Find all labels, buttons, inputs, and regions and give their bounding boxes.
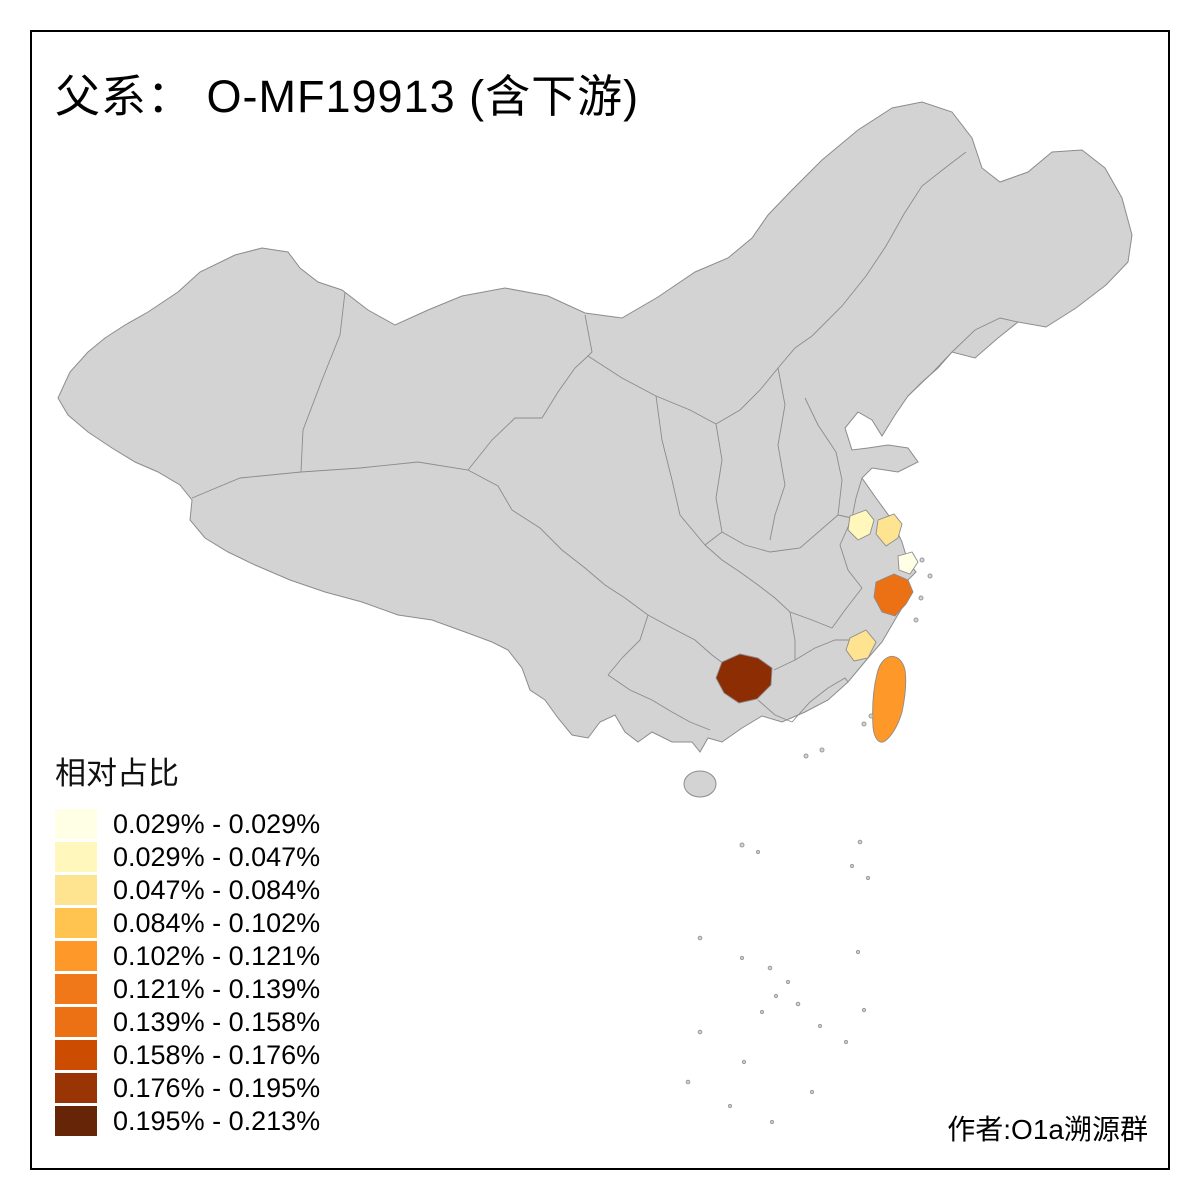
region-jiangsu-east-patch [875, 513, 903, 547]
legend-item: 0.102% - 0.121% [55, 941, 320, 971]
legend-item: 0.029% - 0.029% [55, 809, 320, 839]
legend-swatch [55, 908, 97, 938]
legend: 相对占比 0.029% - 0.029% 0.029% - 0.047% 0.0… [55, 748, 320, 1139]
legend-label: 0.084% - 0.102% [113, 907, 321, 938]
legend-item: 0.139% - 0.158% [55, 1007, 320, 1037]
legend-title: 相对占比 [55, 756, 179, 791]
legend-swatch [55, 1007, 97, 1037]
legend-label: 0.029% - 0.047% [113, 841, 321, 872]
legend-swatch [55, 974, 97, 1004]
legend-swatch [55, 842, 97, 872]
legend-item: 0.176% - 0.195% [55, 1073, 320, 1103]
region-taiwan [872, 656, 907, 743]
region-guizhou [715, 653, 773, 704]
legend-label: 0.029% - 0.029% [113, 808, 321, 839]
legend-swatch [55, 1073, 97, 1103]
legend-swatch [55, 941, 97, 971]
legend-item: 0.158% - 0.176% [55, 1040, 320, 1070]
china-mainland-shape [57, 101, 1133, 753]
legend-label: 0.176% - 0.195% [113, 1072, 321, 1103]
legend-label: 0.195% - 0.213% [113, 1105, 321, 1136]
highlighted-regions [715, 509, 919, 743]
hainan-island-shape [683, 770, 717, 798]
legend-item: 0.195% - 0.213% [55, 1106, 320, 1136]
legend-swatch [55, 1106, 97, 1136]
region-fujian-coast-patch [845, 629, 877, 662]
legend-label: 0.102% - 0.121% [113, 940, 321, 971]
legend-item: 0.121% - 0.139% [55, 974, 320, 1004]
legend-swatch [55, 1040, 97, 1070]
legend-label: 0.121% - 0.139% [113, 973, 321, 1004]
legend-item: 0.084% - 0.102% [55, 908, 320, 938]
legend-item: 0.047% - 0.084% [55, 875, 320, 905]
legend-item: 0.029% - 0.047% [55, 842, 320, 872]
region-zhejiang [873, 573, 914, 617]
region-shanghai-patch [897, 551, 919, 575]
landmass [57, 101, 1133, 798]
province-borders [191, 151, 1019, 731]
legend-swatch [55, 875, 97, 905]
legend-label: 0.139% - 0.158% [113, 1006, 321, 1037]
legend-swatch [55, 809, 97, 839]
map-title: 父系： O-MF19913 (含下游) [55, 71, 640, 122]
author-credit: 作者:O1a溯源群 [947, 1114, 1148, 1145]
small-islands [685, 557, 933, 1125]
region-jiangsu-west-patch [847, 509, 875, 541]
legend-label: 0.158% - 0.176% [113, 1039, 321, 1070]
legend-label: 0.047% - 0.084% [113, 874, 321, 905]
